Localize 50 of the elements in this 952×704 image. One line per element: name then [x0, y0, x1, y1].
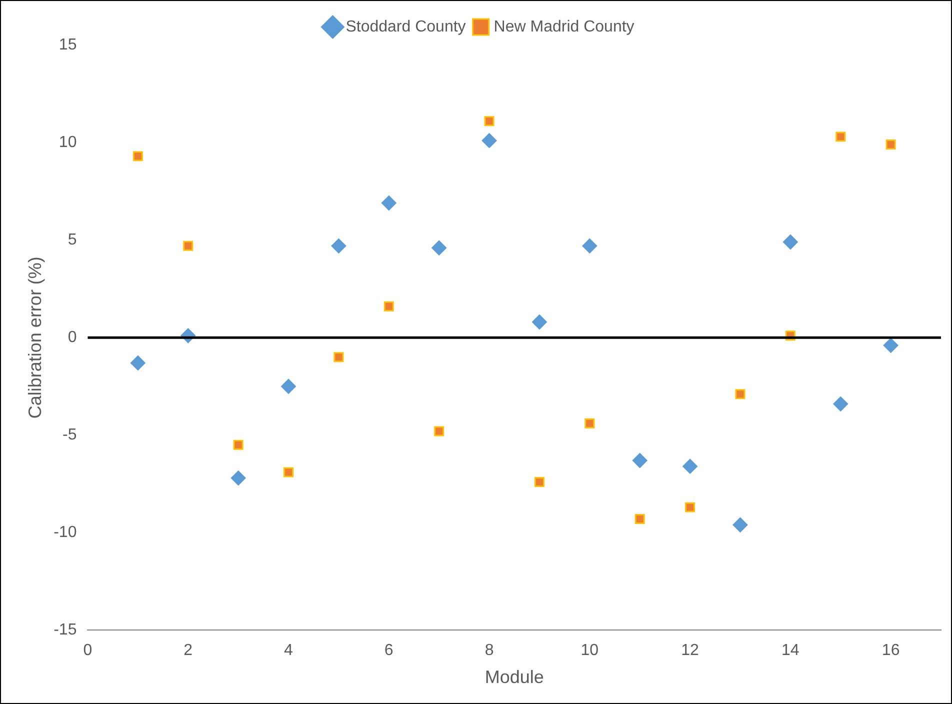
- point: [584, 418, 595, 428]
- point: [886, 139, 896, 150]
- point: [233, 440, 244, 450]
- x-tick-label: 2: [184, 642, 193, 660]
- point: [183, 240, 194, 251]
- y-tick-label: 5: [68, 231, 77, 248]
- point: [384, 301, 394, 312]
- y-tick-label: 10: [58, 134, 77, 151]
- point: [230, 470, 246, 486]
- x-tick-label: 16: [882, 642, 900, 660]
- x-tick-label: 14: [782, 642, 800, 660]
- point: [381, 196, 396, 211]
- point: [484, 116, 494, 126]
- point: [732, 517, 748, 532]
- y-axis-title: Calibration error (%): [24, 256, 45, 419]
- point: [132, 151, 143, 162]
- point: [280, 378, 296, 394]
- x-tick-label: 10: [580, 642, 599, 660]
- legend-label: Stoddard County: [346, 18, 466, 36]
- point: [632, 452, 648, 468]
- point: [782, 234, 798, 250]
- point: [735, 389, 746, 400]
- point: [284, 467, 294, 478]
- point: [331, 238, 346, 254]
- point: [434, 426, 444, 436]
- y-tick-label: 0: [68, 329, 77, 346]
- point: [432, 240, 447, 256]
- y-tick-label: 15: [58, 36, 77, 54]
- legend-label: New Madrid County: [494, 18, 634, 36]
- point: [130, 355, 146, 370]
- y-tick-label: -10: [54, 524, 77, 542]
- point: [534, 476, 544, 487]
- x-tick-label: 8: [484, 642, 494, 660]
- point: [634, 514, 645, 524]
- point: [836, 132, 846, 142]
- point: [482, 133, 497, 148]
- y-tick-label: -15: [54, 622, 77, 639]
- x-tick-label: 4: [284, 642, 294, 660]
- point: [682, 458, 698, 474]
- y-tick-label: -5: [62, 426, 77, 444]
- point: [334, 352, 344, 362]
- x-axis-title: Module: [484, 667, 544, 688]
- x-tick-label: 0: [83, 642, 92, 660]
- point: [685, 502, 696, 512]
- point: [532, 314, 547, 330]
- point: [883, 338, 898, 353]
- x-tick-label: 6: [384, 642, 394, 660]
- point: [582, 238, 598, 254]
- point: [833, 396, 848, 412]
- x-tick-label: 12: [681, 642, 700, 660]
